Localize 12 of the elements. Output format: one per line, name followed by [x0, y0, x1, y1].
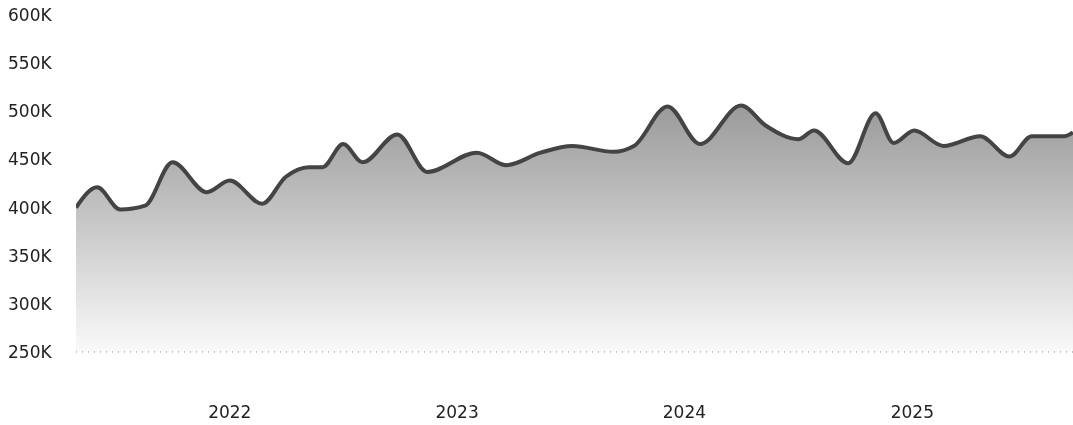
x-tick-label: 2024 — [662, 402, 707, 423]
y-tick-label: 400K — [8, 197, 53, 218]
y-tick-label: 250K — [8, 342, 53, 363]
y-tick-label: 600K — [8, 5, 53, 26]
y-tick-label: 300K — [8, 293, 53, 314]
x-tick-label: 2023 — [435, 402, 479, 423]
x-tick-label: 2025 — [890, 402, 934, 423]
y-tick-label: 500K — [8, 101, 53, 122]
y-tick-label: 350K — [8, 245, 53, 266]
y-tick-label: 550K — [8, 53, 53, 74]
x-tick-label: 2022 — [208, 402, 252, 423]
y-tick-label: 450K — [8, 149, 53, 170]
